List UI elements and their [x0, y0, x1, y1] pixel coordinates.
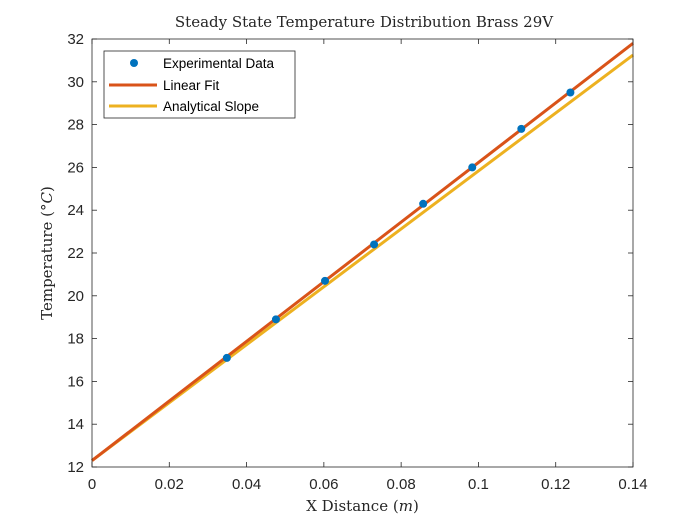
data-point — [468, 163, 477, 172]
x-tick-label: 0.04 — [232, 476, 261, 493]
legend-label-analytical: Analytical Slope — [163, 99, 259, 114]
data-point — [321, 276, 330, 285]
x-tick-label: 0.02 — [155, 476, 184, 493]
y-tick-label: 14 — [67, 416, 84, 433]
y-tick-label: 12 — [67, 459, 84, 476]
legend-marker-experimental — [130, 59, 138, 67]
data-point — [517, 124, 526, 133]
legend: Experimental Data Linear Fit Analytical … — [103, 50, 296, 119]
series-layer — [91, 42, 634, 462]
x-axis-label-unit: m — [399, 497, 413, 515]
x-tick-label: 0.08 — [387, 476, 416, 493]
x-axis-label: X Distance (m) — [306, 497, 419, 515]
series-line-analytical-slope — [91, 53, 634, 462]
ticks-layer: 0 0.02 0.04 0.06 0.08 0.1 0.12 0.14 12 14 16 18 20 22… — [67, 31, 647, 493]
y-tick-label: 32 — [67, 31, 84, 48]
y-tick-label: 26 — [67, 159, 84, 176]
x-tick-label: 0 — [88, 476, 96, 493]
data-point — [566, 88, 575, 97]
y-tick-label: 28 — [67, 117, 84, 134]
y-tick-label: 16 — [67, 373, 84, 390]
y-tick-label: 30 — [67, 74, 84, 91]
y-axis-label-text: Temperature ( — [38, 211, 56, 320]
x-axis-label-text: X Distance ( — [306, 497, 399, 515]
x-tick-label: 0.06 — [309, 476, 338, 493]
y-tick-label: 20 — [67, 288, 84, 305]
y-axis-label-close: ) — [38, 186, 56, 192]
x-tick-label: 0.1 — [468, 476, 489, 493]
data-point — [222, 353, 231, 362]
x-tick-label: 0.12 — [541, 476, 570, 493]
data-point — [419, 199, 428, 208]
x-tick-label: 0.14 — [618, 476, 647, 493]
y-tick-label: 22 — [67, 245, 84, 262]
y-axis-label: Temperature (°C) — [38, 186, 56, 320]
chart-title: Steady State Temperature Distribution Br… — [175, 13, 554, 31]
data-point — [370, 240, 379, 249]
legend-label-linear-fit: Linear Fit — [163, 78, 220, 93]
series-line-linear-fit — [91, 42, 634, 462]
legend-label-experimental: Experimental Data — [163, 56, 275, 71]
data-point — [271, 315, 280, 324]
y-tick-label: 24 — [67, 202, 84, 219]
x-axis-label-close: ) — [413, 497, 419, 515]
y-tick-label: 18 — [67, 331, 84, 348]
y-axis-label-unit: °C — [38, 191, 56, 211]
